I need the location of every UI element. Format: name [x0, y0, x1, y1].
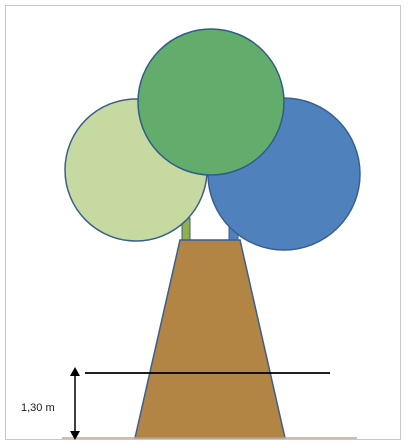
- height-arrow: [70, 367, 80, 440]
- height-label: 1,30 m: [21, 402, 55, 414]
- center-crown: [137, 28, 285, 176]
